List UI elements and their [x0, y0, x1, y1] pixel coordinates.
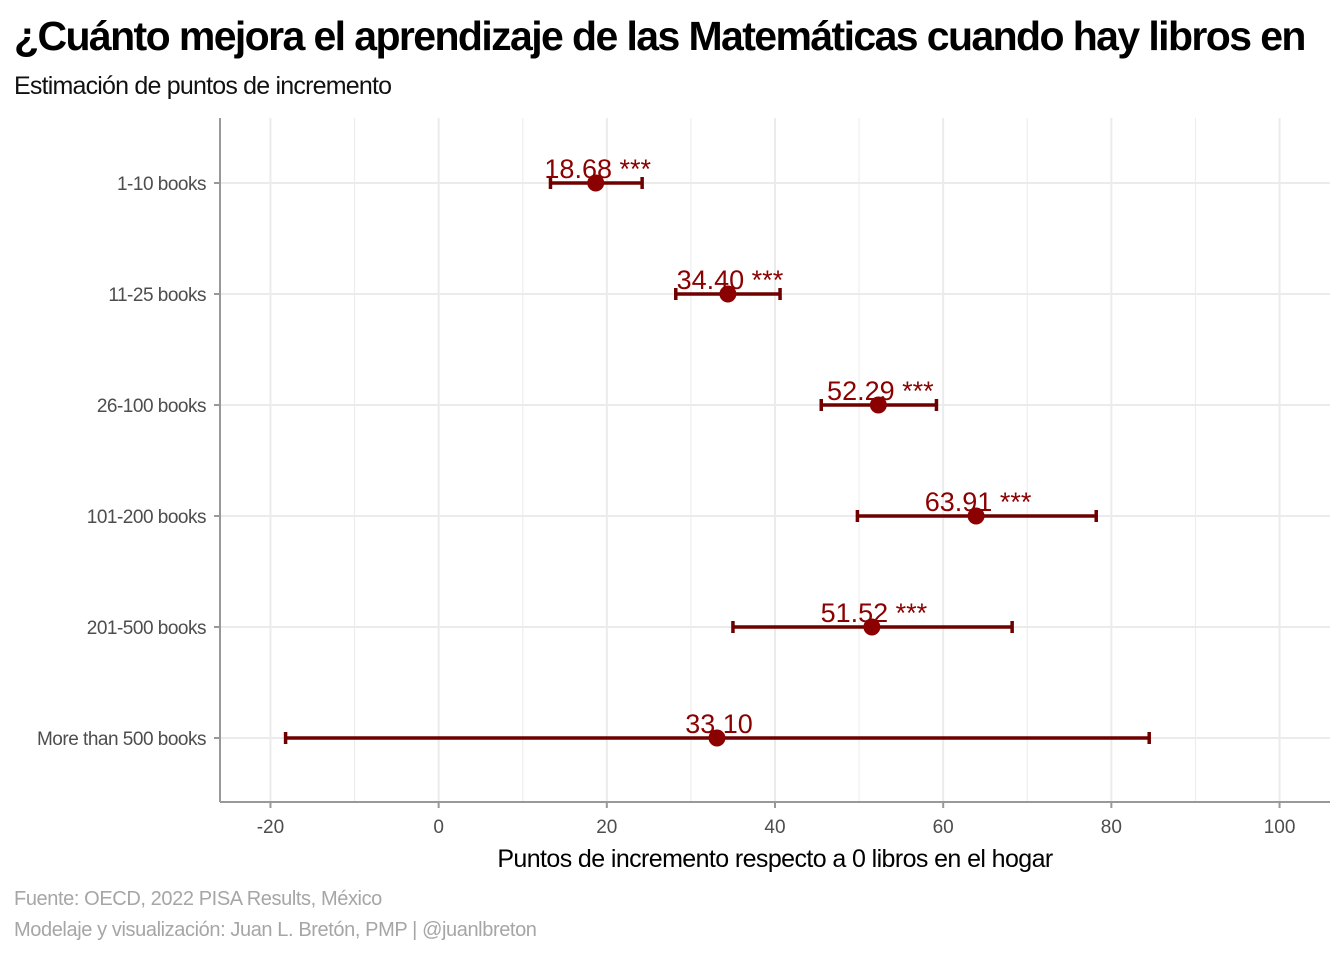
coefficient-plot: 1-10 books 11-25 books 26-100 books 101-200…	[37, 118, 1330, 873]
point-estimate	[708, 729, 726, 747]
x-axis-label: Puntos de incremento respecto a 0 libros…	[497, 845, 1053, 873]
caption-source: Fuente: OECD, 2022 PISA Results, México	[14, 888, 382, 910]
data-label: 52.29 ***	[827, 376, 934, 406]
y-tick-label: 11-25 books	[108, 285, 206, 306]
chart-subtitle: Estimación de puntos de incremento	[14, 72, 392, 100]
y-tick-label: 101-200 books	[87, 507, 206, 528]
chart-title: ¿Cuánto mejora el aprendizaje de las Mat…	[14, 13, 1306, 59]
point-estimate	[863, 618, 881, 636]
data-marks: 18.68 *** 34.40 *** 52.29 *** 63.91 *** 51.5…	[283, 154, 1151, 747]
point-estimate	[869, 396, 887, 414]
data-label: 33.10	[685, 709, 753, 739]
caption-credit: Modelaje y visualización: Juan L. Bretón…	[14, 919, 537, 941]
y-tick-label: 1-10 books	[117, 174, 206, 195]
point-estimate	[719, 285, 737, 303]
x-tick-label: 0	[433, 817, 444, 838]
point-estimate	[967, 507, 985, 525]
x-tick-label: 100	[1264, 817, 1296, 838]
x-tick-label: 20	[596, 817, 617, 838]
x-tick-label: -20	[257, 817, 284, 838]
y-tick-label: More than 500 books	[37, 729, 206, 750]
data-label: 18.68 ***	[544, 154, 651, 184]
grid-lines	[220, 118, 1330, 802]
x-tick-label: 40	[764, 817, 785, 838]
x-tick-label: 60	[933, 817, 954, 838]
y-tick-labels: 1-10 books 11-25 books 26-100 books 101-200…	[37, 174, 220, 750]
data-label: 63.91 ***	[925, 487, 1032, 517]
caption: Fuente: OECD, 2022 PISA Results, México …	[14, 884, 537, 946]
x-tick-label: 80	[1101, 817, 1122, 838]
point-estimate	[587, 174, 605, 192]
y-tick-label: 201-500 books	[87, 618, 206, 639]
y-tick-label: 26-100 books	[97, 396, 206, 417]
x-tick-labels: -20 0 20 40 60 80 100	[257, 802, 1296, 838]
data-label: 34.40 ***	[677, 265, 784, 295]
data-label: 51.52 ***	[821, 598, 928, 628]
